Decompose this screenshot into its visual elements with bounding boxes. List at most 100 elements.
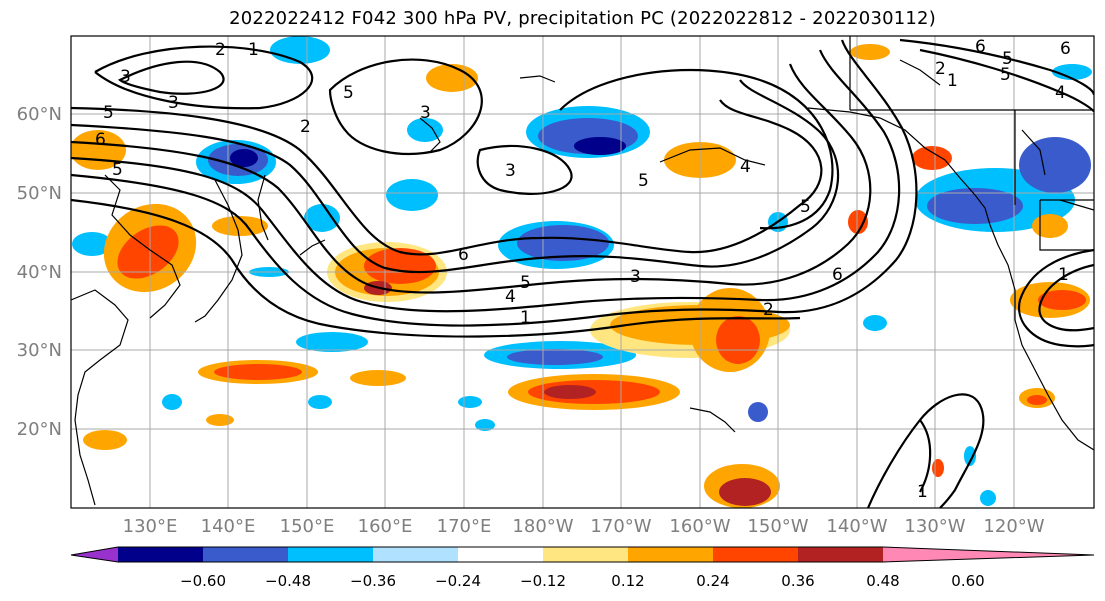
- precip-anomaly-negative: [407, 118, 443, 142]
- contour-label: 1: [520, 308, 531, 328]
- colorbar-tick-label: 0.12: [611, 572, 644, 590]
- contour-label: 5: [520, 273, 531, 293]
- contour-label: 1: [1058, 265, 1069, 285]
- map-panel: 3 5 3 6 2 1 2 3 3 5 6 5 4 1 3 5 6 2 5 4: [70, 35, 1095, 509]
- colorbar-cell: [288, 547, 373, 562]
- latitude-labels: 60°N 50°N 40°N 30°N 20°N: [17, 104, 62, 440]
- contour-label: 5: [103, 103, 114, 123]
- contour-label: 2: [935, 59, 946, 79]
- lon-label: 180°W: [512, 516, 573, 537]
- lon-label: 130°E: [123, 516, 178, 537]
- lon-label: 170°E: [437, 516, 492, 537]
- lat-label: 40°N: [17, 262, 62, 283]
- precip-anomaly-negative: [863, 315, 887, 331]
- precip-anomaly-negative: [507, 349, 603, 365]
- precip-anomaly-positive: [719, 478, 771, 506]
- contour-label: 4: [1055, 83, 1066, 103]
- colorbar-outline: [70, 546, 1095, 563]
- contour-label: 5: [112, 160, 123, 180]
- colorbar-cell: [713, 547, 798, 562]
- colorbar-tick-label: 0.48: [866, 572, 899, 590]
- colorbar-tick-label: −0.48: [265, 572, 311, 590]
- precip-anomaly-negative: [1052, 64, 1092, 80]
- colorbar-cell: [203, 547, 288, 562]
- contour-label: 5: [343, 83, 354, 103]
- contour-label: 5: [800, 197, 811, 217]
- contour-label: 2: [300, 117, 311, 137]
- contour-label: 3: [630, 267, 641, 287]
- colorbar-cell: [71, 547, 118, 562]
- lon-label: 160°W: [669, 516, 730, 537]
- colorbar: −0.60 −0.48 −0.36 −0.24 −0.12 0.12 0.24 …: [70, 546, 1095, 590]
- pv-contours: [71, 38, 1094, 508]
- lon-label: 120°W: [983, 516, 1044, 537]
- lat-label: 50°N: [17, 183, 62, 204]
- precip-anomaly-positive: [932, 459, 944, 477]
- lon-label: 150°E: [280, 516, 335, 537]
- contour-label: 6: [95, 130, 106, 150]
- contour-label: 6: [832, 265, 843, 285]
- figure-title: 2022022412 F042 300 hPa PV, precipitatio…: [229, 8, 936, 29]
- contour-label: 6: [458, 245, 469, 265]
- precip-anomaly-negative: [980, 490, 996, 506]
- precip-anomaly-positive: [214, 364, 302, 380]
- contour-label: 5: [638, 171, 649, 191]
- colorbar-tick-label: 0.24: [696, 572, 729, 590]
- colorbar-cell: [628, 547, 713, 562]
- contour-label: 3: [168, 93, 179, 113]
- precip-anomaly-negative: [748, 402, 768, 422]
- contour-label: 4: [740, 157, 751, 177]
- lon-label: 170°W: [590, 516, 651, 537]
- precip-anomaly-negative: [308, 395, 332, 409]
- contour-label: 4: [505, 287, 516, 307]
- precip-anomaly-positive: [364, 248, 436, 284]
- precip-anomaly-positive: [544, 385, 596, 399]
- precip-anomaly-negative: [458, 396, 482, 408]
- precip-anomaly-negative: [927, 188, 1023, 224]
- contour-label: 1: [917, 482, 928, 502]
- precip-anomaly-positive: [850, 44, 890, 60]
- precipitation-shading: [71, 36, 1092, 508]
- precip-anomaly-positive: [1038, 290, 1086, 310]
- colorbar-tick-label: 0.36: [781, 572, 814, 590]
- contour-label: 2: [215, 40, 226, 60]
- precip-anomaly-negative: [1019, 137, 1091, 193]
- precip-anomaly-positive: [206, 414, 234, 426]
- contour-label: 1: [248, 40, 259, 60]
- longitude-labels: 130°E 140°E 150°E 160°E 170°E 180°W 170°…: [123, 516, 1045, 537]
- colorbar-tick-label: 0.60: [951, 572, 984, 590]
- contour-label: 1: [947, 71, 958, 91]
- contour-label: 3: [420, 103, 431, 123]
- colorbar-tick-label: −0.36: [350, 572, 396, 590]
- precip-anomaly-negative: [304, 204, 340, 232]
- precip-anomaly-negative: [517, 225, 609, 261]
- lon-label: 150°W: [747, 516, 808, 537]
- contour-label: 5: [1000, 65, 1011, 85]
- colorbar-cell: [543, 547, 628, 562]
- lon-label: 160°E: [358, 516, 413, 537]
- colorbar-tick-label: −0.12: [520, 572, 566, 590]
- contour-label: 3: [505, 161, 516, 181]
- precip-anomaly-positive: [716, 316, 760, 364]
- precip-anomaly-positive: [350, 370, 406, 386]
- contour-label: 3: [120, 67, 131, 87]
- lon-label: 140°E: [201, 516, 256, 537]
- precip-anomaly-positive: [426, 64, 478, 92]
- precip-anomaly-negative: [296, 332, 368, 352]
- pv-contour-labels: 3 5 3 6 2 1 2 3 3 5 6 5 4 1 3 5 6 2 5 4: [95, 37, 1071, 502]
- precip-anomaly-positive: [1032, 214, 1068, 238]
- contour-label: 2: [763, 300, 774, 320]
- lon-label: 130°W: [904, 516, 965, 537]
- colorbar-cell: [373, 547, 458, 562]
- lat-label: 30°N: [17, 340, 62, 361]
- colorbar-cell: [883, 547, 1094, 562]
- precip-anomaly-negative: [162, 394, 182, 410]
- precip-anomaly-negative: [270, 36, 330, 64]
- precip-anomaly-negative: [574, 137, 626, 155]
- contour-label: 6: [1060, 39, 1071, 59]
- map-frame: [70, 35, 1095, 509]
- contour-label: 5: [1002, 49, 1013, 69]
- colorbar-tick-label: −0.24: [435, 572, 481, 590]
- colorbar-cell: [798, 547, 883, 562]
